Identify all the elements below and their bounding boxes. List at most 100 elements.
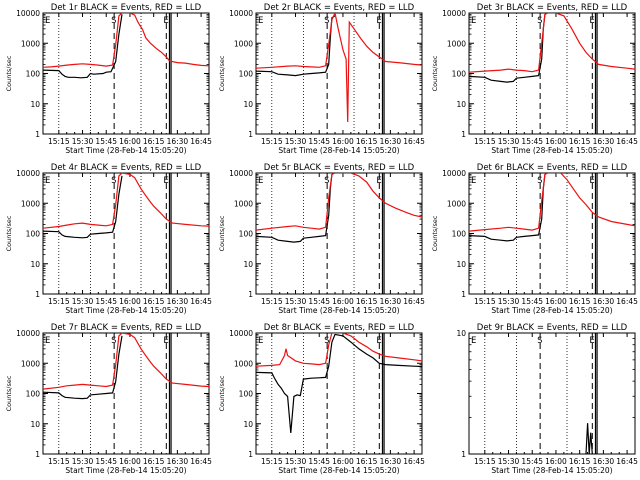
y-tick-label: 1 bbox=[461, 450, 466, 459]
plot-frame bbox=[468, 12, 636, 135]
x-tick-label: 16:15 bbox=[569, 457, 591, 466]
y-axis-label: Counts/sec bbox=[5, 375, 13, 411]
x-axis-label: Start Time (28-Feb-14 15:05:20) bbox=[65, 466, 186, 475]
y-tick-label: 1 bbox=[35, 450, 40, 459]
event-marker-label: E bbox=[258, 176, 263, 186]
y-tick-label: 100 bbox=[452, 70, 467, 79]
x-tick-label: 16:45 bbox=[190, 297, 212, 306]
y-tick-label: 1 bbox=[248, 290, 253, 299]
y-tick-label: 1000 bbox=[447, 39, 466, 48]
y-tick-label: 10000 bbox=[229, 9, 253, 18]
series-line-lld bbox=[43, 13, 209, 68]
series-line-events bbox=[43, 175, 123, 239]
x-axis-label: Start Time (28-Feb-14 15:05:20) bbox=[278, 466, 399, 475]
y-tick-label: 10000 bbox=[16, 329, 40, 338]
chart-title: Det 6r BLACK = Events, RED = LLD bbox=[477, 163, 628, 173]
event-marker-label: E bbox=[471, 336, 476, 346]
x-tick-label: 15:15 bbox=[474, 297, 496, 306]
y-tick-label: 10 bbox=[30, 100, 40, 109]
y-tick-label: 1 bbox=[35, 290, 40, 299]
y-axis-label: Counts/sec bbox=[218, 55, 226, 91]
series-line-events bbox=[43, 335, 123, 400]
y-axis-label: Counts/sec bbox=[218, 375, 226, 411]
y-tick-label: 10 bbox=[456, 100, 466, 109]
y-tick-label: 10000 bbox=[16, 9, 40, 18]
y-axis-label: Counts/sec bbox=[5, 55, 13, 91]
y-tick-label: 10000 bbox=[229, 169, 253, 178]
y-tick-label: 1000 bbox=[447, 199, 466, 208]
event-marker-label: E bbox=[589, 336, 594, 346]
event-marker-label: E bbox=[163, 176, 168, 186]
y-tick-label: 10 bbox=[30, 260, 40, 269]
x-tick-label: 15:45 bbox=[95, 297, 117, 306]
y-tick-label: 100 bbox=[26, 390, 41, 399]
x-tick-label: 16:30 bbox=[167, 457, 189, 466]
y-tick-label: 1 bbox=[248, 450, 253, 459]
event-marker-label: E bbox=[163, 336, 168, 346]
x-tick-label: 16:00 bbox=[332, 137, 354, 146]
x-tick-label: 15:15 bbox=[48, 137, 70, 146]
x-tick-label: 16:15 bbox=[356, 297, 378, 306]
plot-frame bbox=[42, 172, 210, 295]
y-tick-label: 10 bbox=[30, 420, 40, 429]
y-tick-label: 10 bbox=[456, 260, 466, 269]
x-tick-label: 15:45 bbox=[308, 297, 330, 306]
x-axis-label: Start Time (28-Feb-14 15:05:20) bbox=[491, 146, 612, 155]
x-tick-label: 16:45 bbox=[403, 137, 425, 146]
event-marker-label: E bbox=[471, 176, 476, 186]
y-tick-label: 1000 bbox=[21, 199, 40, 208]
event-marker-label: E bbox=[376, 176, 381, 186]
event-marker-label: E bbox=[258, 16, 263, 26]
x-axis-label: Start Time (28-Feb-14 15:05:20) bbox=[65, 146, 186, 155]
event-marker-label: E bbox=[589, 16, 594, 26]
series-line-lld bbox=[256, 333, 422, 367]
y-tick-label: 10 bbox=[243, 100, 253, 109]
y-tick-label: 1000 bbox=[234, 39, 253, 48]
y-tick-label: 1 bbox=[248, 130, 253, 139]
chart-title: Det 2r BLACK = Events, RED = LLD bbox=[264, 3, 415, 13]
x-tick-label: 15:15 bbox=[48, 457, 70, 466]
x-tick-label: 15:45 bbox=[521, 297, 543, 306]
x-tick-label: 15:15 bbox=[474, 137, 496, 146]
plot-frame bbox=[255, 172, 423, 295]
series-line-events bbox=[256, 333, 422, 433]
x-tick-label: 16:15 bbox=[143, 457, 165, 466]
x-tick-label: 15:30 bbox=[72, 297, 94, 306]
y-tick-label: 100 bbox=[239, 70, 254, 79]
x-tick-label: 16:30 bbox=[380, 297, 402, 306]
x-tick-label: 16:00 bbox=[119, 457, 141, 466]
event-marker-label: E bbox=[376, 16, 381, 26]
event-marker-label: S bbox=[111, 16, 116, 26]
x-tick-label: 15:45 bbox=[95, 457, 117, 466]
x-tick-label: 15:30 bbox=[498, 297, 520, 306]
y-axis-label: Counts/sec bbox=[5, 215, 13, 251]
x-tick-label: 16:00 bbox=[332, 457, 354, 466]
y-tick-label: 1 bbox=[35, 130, 40, 139]
x-tick-label: 16:00 bbox=[119, 297, 141, 306]
plot-frame bbox=[468, 332, 636, 455]
event-marker-label: E bbox=[376, 336, 381, 346]
y-tick-label: 10000 bbox=[442, 169, 466, 178]
x-tick-label: 15:30 bbox=[285, 297, 307, 306]
chart-title: Det 5r BLACK = Events, RED = LLD bbox=[264, 163, 415, 173]
x-tick-label: 16:30 bbox=[593, 137, 615, 146]
x-tick-label: 15:15 bbox=[261, 457, 283, 466]
event-marker-label: S bbox=[324, 336, 329, 346]
chart-title: Det 1r BLACK = Events, RED = LLD bbox=[51, 3, 202, 13]
series-line-lld bbox=[256, 173, 422, 231]
event-marker-label: E bbox=[45, 336, 50, 346]
series-line-events bbox=[256, 15, 336, 77]
x-axis-label: Start Time (28-Feb-14 15:05:20) bbox=[491, 306, 612, 315]
event-marker-label: E bbox=[589, 176, 594, 186]
event-marker-label: S bbox=[111, 176, 116, 186]
y-tick-label: 1 bbox=[461, 130, 466, 139]
event-marker-label: S bbox=[324, 16, 329, 26]
y-axis-label: Counts/sec bbox=[431, 215, 439, 251]
y-tick-label: 1 bbox=[461, 290, 466, 299]
x-tick-label: 15:30 bbox=[498, 137, 520, 146]
